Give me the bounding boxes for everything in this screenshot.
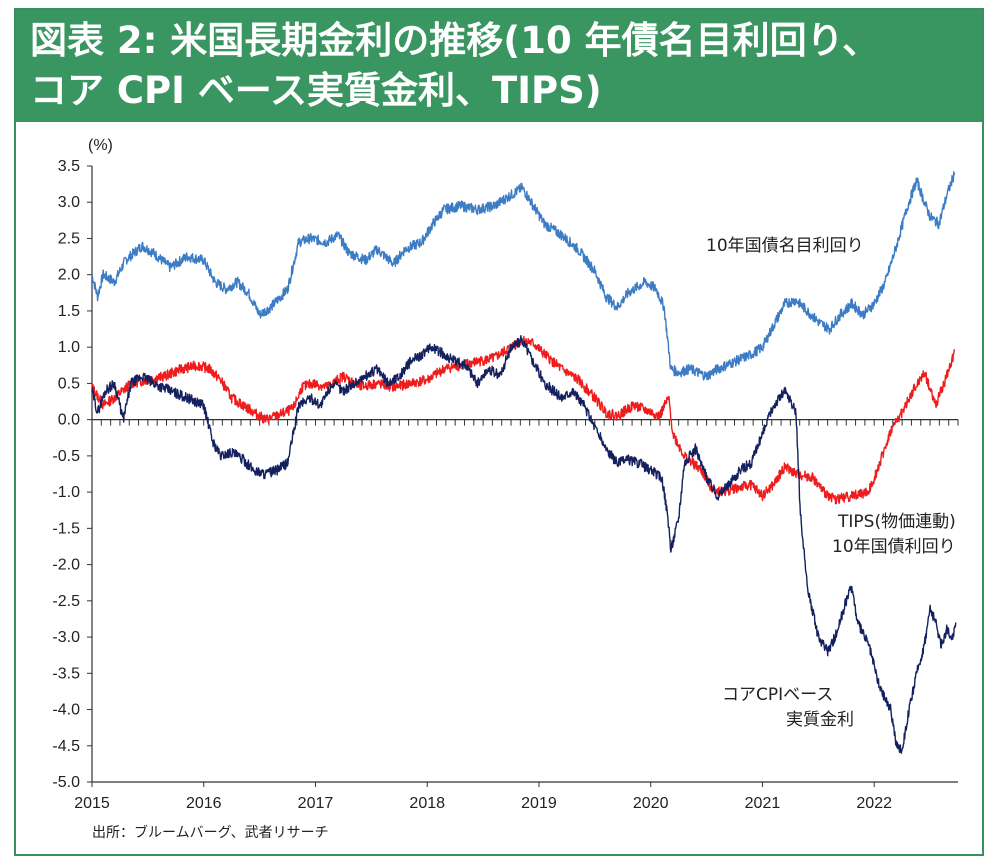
- y-tick-label: 0.0: [58, 412, 80, 429]
- title-bar: 図表 2: 米国長期金利の推移(10 年債名目利回り、 コア CPI ベース実質…: [16, 10, 982, 122]
- y-tick-label: 1.5: [58, 303, 80, 320]
- y-tick-label: -1.0: [52, 484, 80, 501]
- title-line-2: コア CPI ベース実質金利、TIPS): [30, 69, 602, 112]
- x-tick-label: 2018: [409, 795, 445, 812]
- y-tick-label: 3.5: [58, 158, 80, 175]
- x-tick-label: 2017: [298, 795, 334, 812]
- y-tick-label: 1.0: [58, 339, 80, 356]
- y-axis-unit-label: (%): [88, 137, 113, 154]
- y-tick-label: -4.0: [52, 702, 80, 719]
- figure-frame: 図表 2: 米国長期金利の推移(10 年債名目利回り、 コア CPI ベース実質…: [14, 8, 984, 856]
- x-tick-label: 2021: [745, 795, 781, 812]
- series-line-1: [91, 335, 956, 505]
- real-series-label-line-1: コアCPIベース: [722, 685, 833, 705]
- y-tick-label: -3.0: [52, 629, 80, 646]
- x-tick-label: 2015: [74, 795, 110, 812]
- x-tick-label: 2016: [186, 795, 222, 812]
- y-tick-label: 3.0: [58, 194, 80, 211]
- tips-series-label-line-1: TIPS(物価連動): [837, 512, 956, 532]
- x-tick-label: 2022: [856, 795, 892, 812]
- real-series-label-line-2: 実質金利: [786, 710, 854, 730]
- y-tick-label: -3.5: [52, 665, 80, 682]
- axes: 3.5 3.0 2.5 2.0 1.5 1.0 0.5 0.0 -0.5 -1.0 -1.5 -2.0…: [52, 158, 959, 812]
- series-line-2: [91, 335, 957, 754]
- y-tick-label: -1.5: [52, 520, 80, 537]
- tips-series-label-line-2: 10年国債利回り: [832, 537, 956, 557]
- y-tick-label: -5.0: [52, 774, 80, 791]
- y-tick-label: -2.5: [52, 593, 80, 610]
- series-line-0: [91, 171, 956, 381]
- y-tick-label: -2.0: [52, 557, 80, 574]
- y-tick-label: 2.5: [58, 230, 80, 247]
- y-tick-label: 2.0: [58, 267, 80, 284]
- x-tick-label: 2019: [521, 795, 557, 812]
- y-tick-label: -4.5: [52, 738, 80, 755]
- title-line-1: 図表 2: 米国長期金利の推移(10 年債名目利回り、: [30, 19, 880, 62]
- source-note: 出所：ブルームバーグ、武者リサーチ: [92, 825, 329, 841]
- y-tick-label: -0.5: [52, 448, 80, 465]
- series-layer: [91, 171, 957, 754]
- y-tick-label: 0.5: [58, 375, 80, 392]
- x-tick-label: 2020: [633, 795, 669, 812]
- nominal-series-label: 10年国債名目利回り: [706, 236, 864, 256]
